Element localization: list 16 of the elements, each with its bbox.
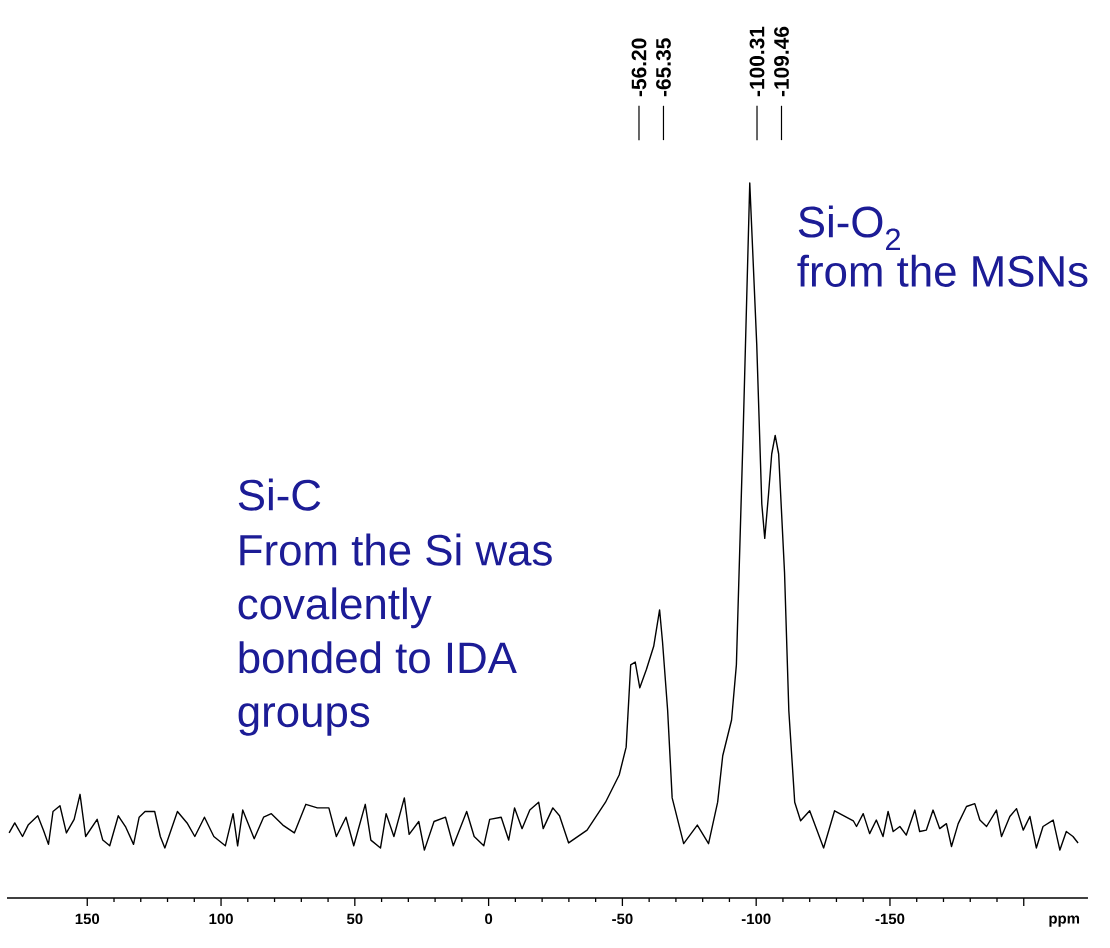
annotation: -100.31 (749, 26, 765, 97)
x-tick-label: 0 (485, 913, 493, 925)
annotation: -65.35 (656, 38, 671, 97)
x-tick-label: 50 (346, 913, 363, 925)
annotation: -56.20 (631, 38, 647, 97)
x-axis-title: ppm (1049, 915, 1080, 927)
annotation: Si-C (238, 478, 321, 511)
x-tick-label: 150 (75, 913, 100, 925)
x-tick-label: -100 (741, 913, 771, 925)
x-tick-label: 100 (209, 913, 233, 925)
x-tick-label: -150 (875, 913, 905, 925)
x-tick-label: -50 (612, 913, 633, 925)
annotation: -109.46 (774, 26, 789, 97)
annotation: from the MSNs (797, 254, 1088, 287)
annotation: Si-O$_{2}$ (798, 205, 900, 251)
annotation: From the Si was covalently bonded to IDA groups (238, 533, 552, 736)
